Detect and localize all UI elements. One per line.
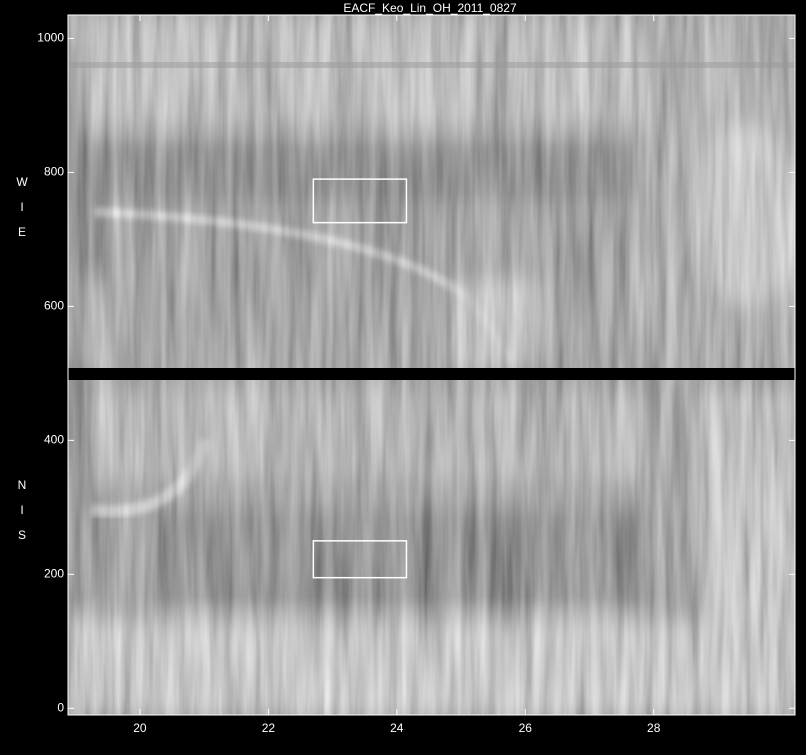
axis-label: I <box>20 503 23 517</box>
x-tick-label: 20 <box>133 721 147 735</box>
x-tick-label: 28 <box>647 721 661 735</box>
axis-label: S <box>18 528 26 542</box>
chart-title: EACF_Keo_Lin_OH_2011_0827 <box>343 1 517 15</box>
y-tick-label: 600 <box>44 299 64 313</box>
x-tick-label: 26 <box>519 721 533 735</box>
keogram-image <box>68 15 795 715</box>
page: EACF_Keo_Lin_OH_2011_0827 20 22 24 26 28 0 200… <box>0 0 806 755</box>
axis-label: W <box>16 175 28 189</box>
x-tick-label: 24 <box>390 721 404 735</box>
chart: EACF_Keo_Lin_OH_2011_0827 20 22 24 26 28 0 200… <box>0 0 806 755</box>
axis-label: E <box>18 225 26 239</box>
axis-label: I <box>20 200 23 214</box>
y-tick-label: 400 <box>44 433 64 447</box>
y-tick-label: 1000 <box>37 31 64 45</box>
axis-label: N <box>18 478 27 492</box>
y-tick-label: 200 <box>44 567 64 581</box>
x-tick-label: 22 <box>262 721 276 735</box>
y-tick-label: 0 <box>57 700 64 714</box>
y-tick-label: 800 <box>44 165 64 179</box>
